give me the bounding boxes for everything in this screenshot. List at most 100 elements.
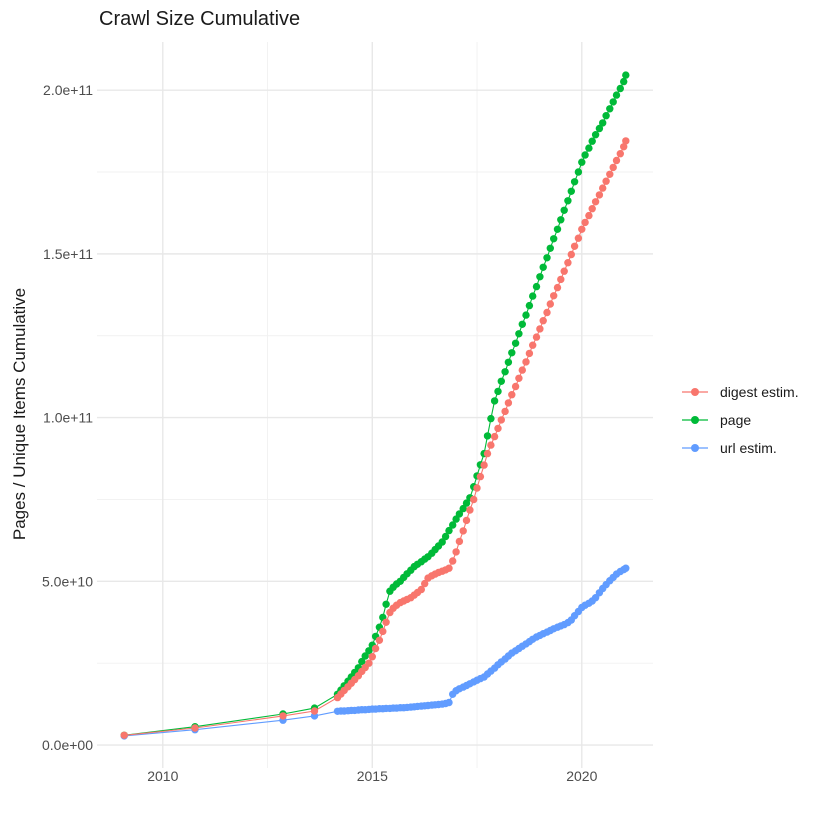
- data-point: [599, 184, 607, 192]
- data-point: [612, 156, 621, 165]
- series-digest-estim: [120, 137, 630, 739]
- data-point: [515, 330, 523, 338]
- data-point: [606, 170, 614, 178]
- legend-label: page: [720, 412, 752, 428]
- data-point: [585, 211, 593, 220]
- data-point: [525, 349, 534, 358]
- data-point: [368, 653, 376, 661]
- data-point: [120, 731, 128, 739]
- data-point: [515, 374, 523, 382]
- legend-item-digest-estim: digest estim.: [681, 378, 799, 406]
- legend-label: url estim.: [720, 440, 777, 456]
- x-tick-label: 2015: [357, 768, 388, 784]
- data-point: [532, 282, 541, 291]
- series-page: [120, 71, 630, 739]
- data-point: [588, 137, 596, 145]
- data-point: [501, 368, 509, 376]
- data-point: [574, 168, 583, 176]
- legend: digest estim. page url estim.: [681, 378, 799, 462]
- data-point: [358, 657, 366, 666]
- series-line: [124, 140, 627, 736]
- data-point: [570, 242, 579, 250]
- data-point: [536, 273, 544, 281]
- data-point: [539, 317, 547, 325]
- data-point: [476, 472, 485, 481]
- data-point: [365, 659, 373, 667]
- data-point: [494, 424, 502, 433]
- data-point: [553, 283, 562, 292]
- data-point: [595, 191, 604, 199]
- data-point: [518, 366, 526, 374]
- data-point: [379, 627, 387, 636]
- data-point: [602, 177, 610, 185]
- data-point: [550, 292, 558, 300]
- data-point: [622, 137, 630, 145]
- data-point: [441, 532, 450, 541]
- data-point: [546, 244, 554, 252]
- data-point: [445, 526, 453, 535]
- data-point: [421, 579, 429, 588]
- data-point: [504, 358, 513, 366]
- data-point: [375, 636, 384, 644]
- data-point: [445, 698, 453, 707]
- data-point: [620, 77, 628, 86]
- data-point: [602, 112, 610, 120]
- data-point: [361, 652, 369, 660]
- legend-key-icon: [682, 388, 708, 396]
- data-point: [452, 548, 460, 556]
- data-point: [365, 647, 373, 655]
- data-point: [459, 504, 467, 513]
- data-point: [578, 225, 586, 233]
- data-point: [609, 163, 617, 172]
- data-point: [588, 205, 596, 213]
- data-point: [191, 724, 199, 732]
- data-point: [564, 197, 572, 205]
- y-tick-label: 1.0e+11: [43, 410, 93, 426]
- data-point: [417, 585, 425, 594]
- data-point: [455, 510, 464, 518]
- data-point: [567, 187, 575, 195]
- legend-item-url-estim: url estim.: [681, 434, 799, 462]
- data-point: [546, 300, 554, 308]
- legend-label: digest estim.: [720, 384, 799, 400]
- data-point: [487, 414, 495, 423]
- data-point: [483, 432, 492, 440]
- data-point: [532, 333, 541, 341]
- data-point: [574, 234, 583, 242]
- data-point: [570, 178, 579, 186]
- legend-item-page: page: [681, 406, 799, 434]
- series-url-estim: [120, 564, 630, 740]
- data-point: [518, 320, 526, 328]
- legend-key-icon: [682, 444, 708, 452]
- legend-key-icon: [682, 416, 708, 424]
- data-point: [557, 275, 565, 284]
- data-point: [449, 557, 457, 565]
- data-point: [599, 119, 607, 127]
- y-axis-title: Pages / Unique Items Cumulative: [10, 287, 29, 541]
- data-point: [616, 84, 624, 93]
- data-point: [382, 600, 390, 608]
- data-point: [557, 216, 565, 224]
- data-point: [529, 341, 537, 349]
- data-point: [473, 484, 481, 492]
- data-point: [382, 618, 390, 626]
- data-point: [606, 105, 614, 113]
- series-line: [124, 74, 627, 736]
- data-point: [487, 441, 495, 449]
- data-point: [508, 391, 516, 399]
- data-point: [490, 397, 499, 405]
- data-point: [539, 263, 547, 271]
- data-point: [581, 151, 589, 159]
- data-point: [511, 382, 520, 391]
- data-point: [462, 499, 471, 507]
- data-point: [591, 198, 600, 206]
- data-point: [585, 144, 593, 152]
- data-point: [609, 98, 617, 106]
- data-point: [462, 516, 471, 525]
- data-point: [480, 461, 488, 469]
- data-point: [504, 399, 513, 407]
- data-point: [536, 325, 544, 333]
- x-tick-label: 2020: [566, 768, 597, 784]
